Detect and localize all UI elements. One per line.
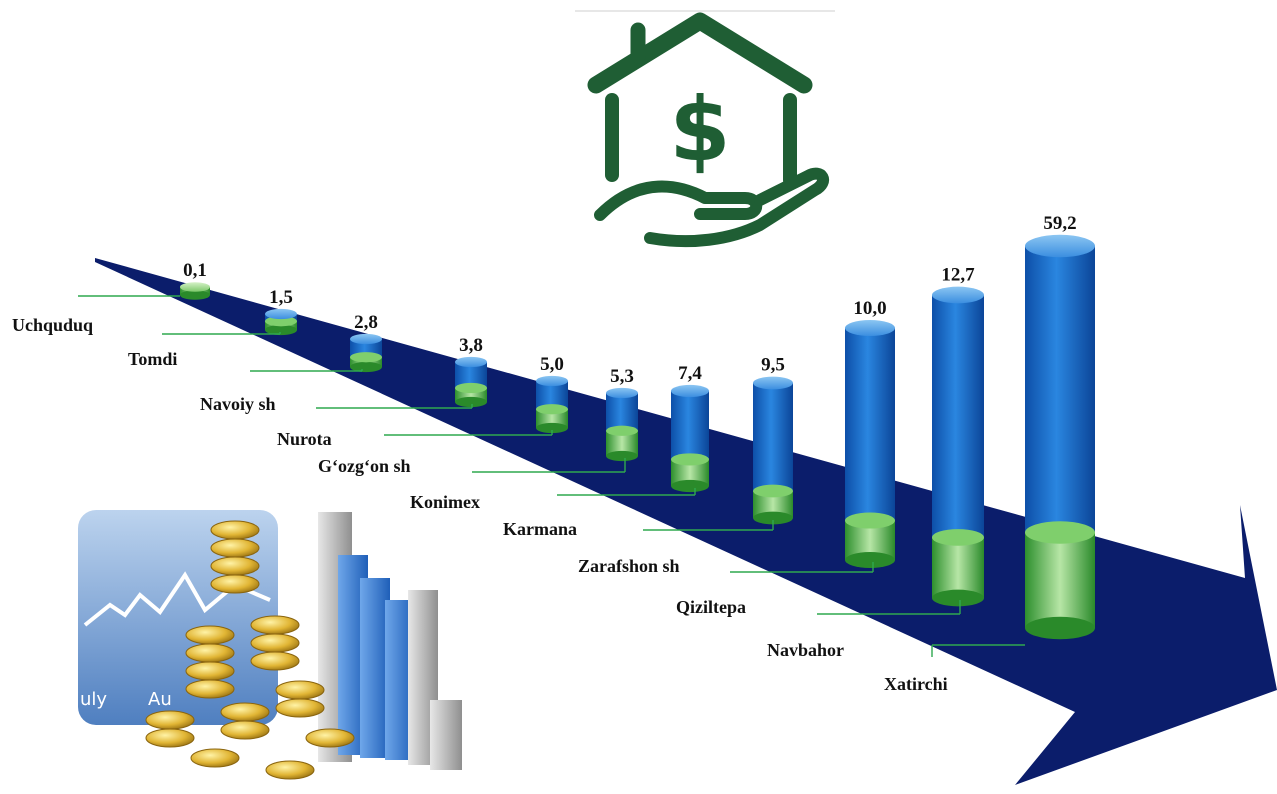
- bar-10: [932, 286, 984, 607]
- bar-4: [455, 356, 487, 408]
- bar-top-cap: [180, 282, 210, 292]
- category-label: Xatirchi: [884, 674, 948, 694]
- value-label: 10,0: [853, 298, 886, 319]
- category-label: Uchquduq: [12, 315, 93, 335]
- bar-split-edge: [845, 512, 895, 529]
- bar-blue-section: [1025, 246, 1095, 533]
- bar-bottom-cap: [180, 290, 210, 300]
- bar-bottom-cap: [845, 552, 895, 568]
- bar-top-cap: [845, 320, 895, 336]
- finance-chart-coins-icon: uly Au: [78, 510, 462, 780]
- bar-blue-section: [932, 295, 984, 538]
- bar-bottom-cap: [350, 361, 382, 373]
- chart-leader-lines: [78, 295, 1025, 657]
- bar-split-edge: [455, 382, 487, 394]
- category-label: G‘ozg‘on sh: [318, 456, 411, 476]
- value-label: 3,8: [459, 335, 483, 356]
- value-label: 1,5: [269, 287, 293, 308]
- category-label: Navbahor: [767, 640, 844, 660]
- value-label: 5,0: [540, 354, 564, 375]
- bar-top-cap: [265, 308, 297, 320]
- bar-8: [753, 376, 793, 525]
- category-label: Karmana: [503, 519, 577, 539]
- bar-blue-section: [845, 328, 895, 521]
- bar-split-edge: [1025, 521, 1095, 544]
- bar-top-cap: [753, 376, 793, 390]
- svg-text:$: $: [669, 78, 730, 181]
- bar-split-edge: [753, 484, 793, 498]
- value-label: 7,4: [678, 363, 702, 384]
- bar-bottom-cap: [455, 396, 487, 408]
- bar-6: [606, 387, 638, 462]
- svg-text:Au: Au: [148, 689, 172, 710]
- bar-split-edge: [932, 529, 984, 546]
- bar-bottom-cap: [671, 479, 709, 493]
- category-label: Qiziltepa: [676, 597, 746, 617]
- bar-5: [536, 375, 568, 434]
- chart-cylinders: [180, 234, 1095, 640]
- bar-bottom-cap: [265, 324, 297, 336]
- bar-7: [671, 384, 709, 493]
- value-label: 59,2: [1043, 213, 1076, 234]
- bar-11: [1025, 234, 1095, 640]
- bar-top-cap: [1025, 234, 1095, 258]
- bar-split-edge: [671, 453, 709, 466]
- bar-blue-section: [753, 383, 793, 491]
- bar-split-edge: [536, 404, 568, 415]
- bar-green-section: [932, 537, 984, 598]
- category-label: Tomdi: [128, 349, 177, 369]
- bar-green-section: [1025, 532, 1095, 628]
- chart-value-labels: 0,1 1,5 2,8 3,8 5,0 5,3 7,4 9,5 10,0 12,7 59,2: [183, 213, 1077, 387]
- value-label: 2,8: [354, 312, 378, 333]
- bar-blue-section: [606, 393, 638, 431]
- bar-9: [845, 320, 895, 568]
- bar-bottom-cap: [753, 511, 793, 525]
- bar-bottom-cap: [606, 450, 638, 462]
- bar-split-edge: [606, 425, 638, 436]
- value-label: 12,7: [941, 265, 975, 286]
- bar-bottom-cap: [536, 422, 568, 434]
- value-label: 0,1: [183, 260, 207, 281]
- bar-top-cap: [350, 333, 382, 345]
- house-dollar-hand-icon: $: [587, 12, 829, 248]
- bar-top-cap: [536, 375, 568, 387]
- category-label: Navoiy sh: [200, 394, 276, 414]
- bar-2: [265, 308, 297, 336]
- bar-bottom-cap: [1025, 616, 1095, 640]
- bar-blue-section: [671, 391, 709, 460]
- category-label: Nurota: [277, 429, 332, 449]
- category-label: Zarafshon sh: [578, 556, 680, 576]
- bar-split-edge: [265, 316, 297, 327]
- bar-top-cap: [606, 387, 638, 399]
- value-label: 5,3: [610, 366, 634, 387]
- svg-text:uly: uly: [80, 689, 107, 710]
- category-label: Konimex: [410, 492, 480, 512]
- bar-top-cap: [932, 286, 984, 304]
- bar-top-cap: [455, 356, 487, 368]
- bar-3: [350, 333, 382, 373]
- value-label: 9,5: [761, 355, 785, 376]
- bar-green-section: [536, 409, 568, 428]
- bar-blue-section: [350, 339, 382, 358]
- bar-bottom-cap: [932, 589, 984, 607]
- bar-top-cap: [671, 384, 709, 398]
- bar-split-edge: [350, 352, 382, 363]
- bar-1: [180, 282, 210, 300]
- trend-arrow: [95, 258, 1277, 785]
